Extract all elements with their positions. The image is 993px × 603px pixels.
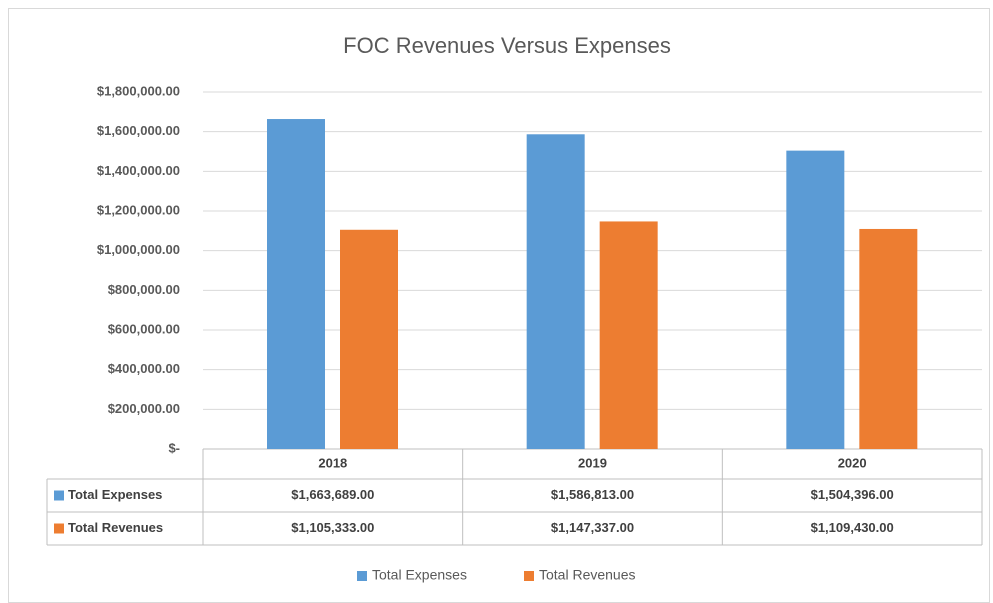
legend-label: Total Revenues	[539, 567, 636, 583]
chart-title: FOC Revenues Versus Expenses	[343, 33, 671, 58]
table-value: $1,147,337.00	[551, 520, 634, 535]
table-value: $1,586,813.00	[551, 487, 634, 502]
y-tick-label: $-	[168, 440, 180, 455]
table-legend-key	[54, 523, 64, 534]
table-row-label: Total Expenses	[68, 487, 162, 502]
bar	[599, 221, 658, 449]
legend-key	[357, 571, 367, 581]
y-tick-label: $1,600,000.00	[97, 123, 180, 138]
bar	[786, 150, 845, 450]
x-tick-label: 2018	[318, 455, 347, 470]
y-tick-label: $1,400,000.00	[97, 163, 180, 178]
bar	[267, 119, 325, 450]
table-value: $1,109,430.00	[811, 520, 894, 535]
table-value: $1,504,396.00	[811, 487, 894, 502]
bar	[859, 228, 918, 449]
y-tick-label: $200,000.00	[108, 401, 180, 416]
table-row-label: Total Revenues	[68, 520, 163, 535]
y-tick-label: $800,000.00	[108, 282, 180, 297]
x-tick-label: 2020	[838, 455, 867, 470]
table-legend-key	[54, 490, 64, 501]
bar	[340, 229, 398, 449]
y-tick-label: $1,200,000.00	[97, 202, 180, 217]
y-tick-label: $400,000.00	[108, 361, 180, 376]
y-tick-label: $1,800,000.00	[97, 83, 180, 98]
y-tick-label: $1,000,000.00	[97, 242, 180, 257]
legend-key	[524, 571, 534, 581]
table-value: $1,663,689.00	[291, 487, 374, 502]
legend-label: Total Expenses	[372, 567, 467, 583]
y-tick-label: $600,000.00	[108, 321, 180, 336]
table-value: $1,105,333.00	[291, 520, 374, 535]
x-tick-label: 2019	[578, 455, 607, 470]
bar	[526, 134, 585, 449]
